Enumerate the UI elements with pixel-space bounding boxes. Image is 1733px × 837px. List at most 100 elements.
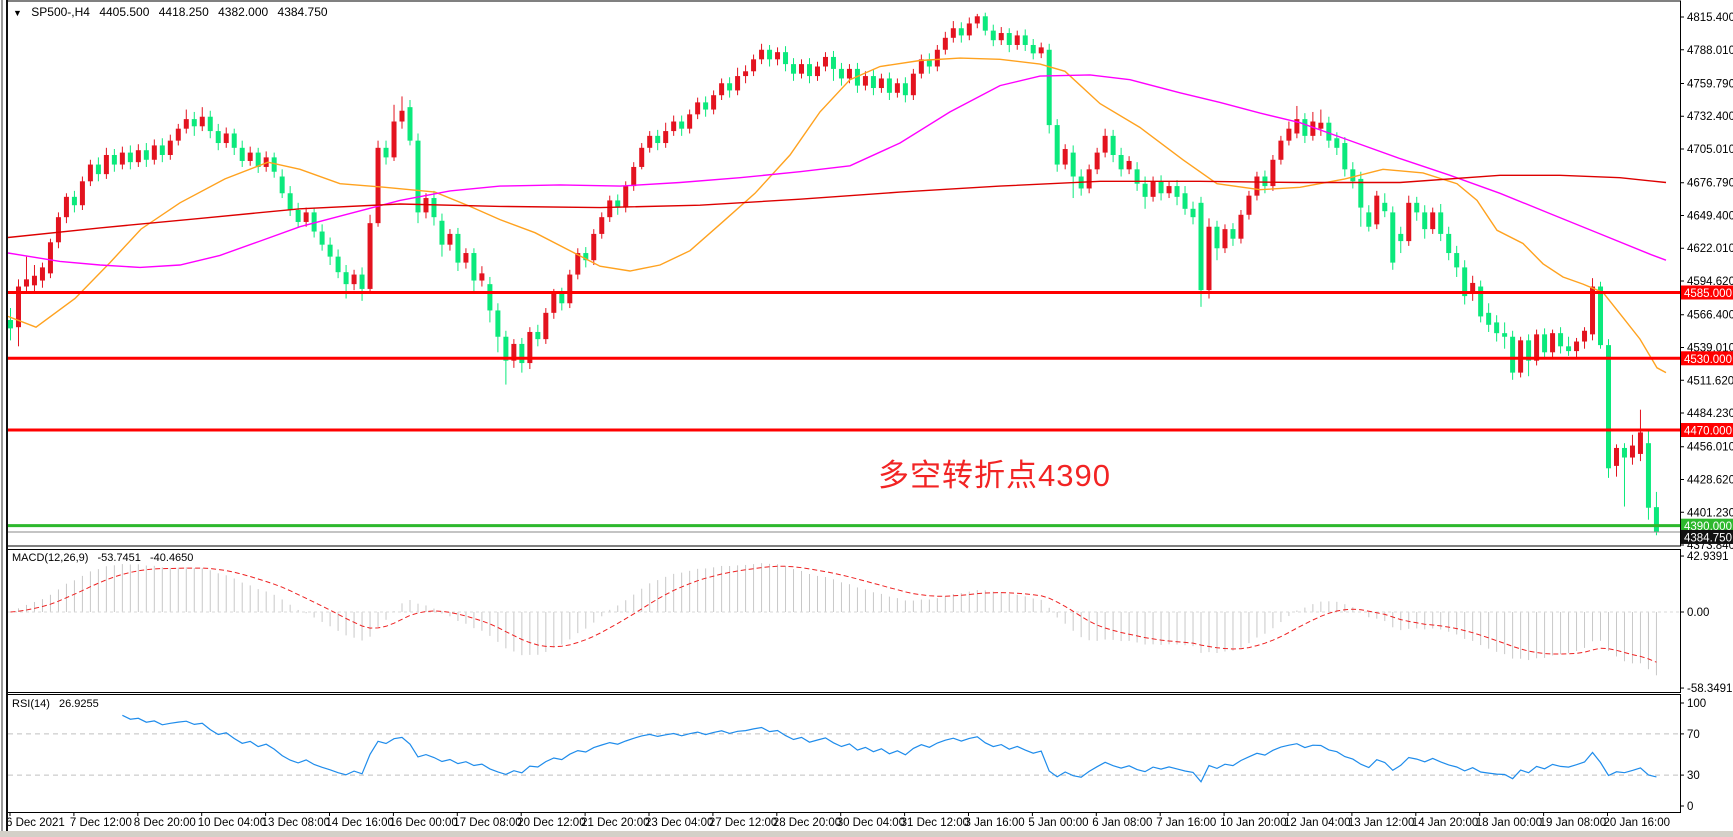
candle-body <box>335 256 341 273</box>
candle-body <box>87 164 93 182</box>
candle-body <box>375 147 381 224</box>
level-badge-4530-text: 4530.000 <box>1684 354 1732 366</box>
ma-fast-orange-line[interactable] <box>8 57 1667 374</box>
candle-body <box>1102 135 1108 153</box>
level-badge-4530 <box>1681 351 1733 366</box>
candle-body <box>647 135 653 148</box>
candle-body <box>1142 183 1148 197</box>
time-axis-label: 23 Dec 04:00 <box>645 817 713 829</box>
price-axis-label: 4566.400 <box>1687 310 1733 322</box>
macd-histogram <box>8 563 1680 676</box>
candle-body <box>1302 119 1308 136</box>
candle-body <box>1478 286 1484 317</box>
level-badge-4470 <box>1681 423 1733 438</box>
candle-body <box>367 223 373 289</box>
candle-body <box>1518 340 1524 373</box>
candle-body <box>759 49 765 60</box>
candle-body <box>535 331 541 340</box>
candle-body <box>703 102 709 110</box>
candle-body <box>791 64 797 74</box>
candle-body <box>1278 140 1284 160</box>
candle-body <box>351 274 357 285</box>
candle-body <box>1230 229 1236 239</box>
candle-body <box>95 164 101 175</box>
time-axis[interactable]: 6 Dec 2021 7 Dec 12:00 8 Dec 20:00 10 Dec 0… <box>6 812 1671 830</box>
macd-main-value: -53.7451 <box>97 552 141 564</box>
candle-body <box>399 110 405 122</box>
candle-body <box>1366 212 1372 227</box>
candle-body <box>79 181 85 206</box>
level-lines <box>8 291 1680 533</box>
candle-body <box>1422 212 1428 230</box>
level-badge-4585-text: 4585.000 <box>1684 288 1732 300</box>
price-axis-label: 4705.010 <box>1687 144 1733 156</box>
macd-signal-value: -40.4650 <box>149 552 194 564</box>
chart-header: ▼ SP500-,H4 4405.500 4418.250 4382.000 4… <box>13 5 334 19</box>
price-axis-label: 4788.010 <box>1687 45 1733 57</box>
candle-body <box>1526 340 1532 361</box>
candle-body <box>615 200 621 208</box>
candle-body <box>942 37 948 50</box>
pane-borders <box>7 0 1681 813</box>
candle-body <box>447 233 453 245</box>
candle-body <box>271 157 277 172</box>
candle-body <box>175 128 181 141</box>
price-axis-label: 4511.620 <box>1687 375 1733 387</box>
level-badge-4470-text: 4470.000 <box>1684 426 1732 438</box>
ma-slow-red-line[interactable] <box>8 174 1667 239</box>
candle-body <box>1094 152 1100 170</box>
candle-body <box>1070 152 1076 177</box>
candle-body <box>1653 507 1659 532</box>
candle-body <box>1414 202 1420 213</box>
candle-body <box>878 78 884 89</box>
candle-body <box>63 196 69 218</box>
candle-body <box>119 152 125 165</box>
candle-body <box>1582 330 1588 342</box>
current-price-badge <box>1681 529 1733 544</box>
ma-mid-magenta-line[interactable] <box>8 74 1667 269</box>
annotation-text[interactable]: 多空转折点4390 <box>878 458 1111 493</box>
candle-body <box>1334 138 1340 148</box>
macd-axis-label: -58.3491 <box>1687 683 1732 695</box>
candle-body <box>407 107 413 141</box>
candle-body <box>1629 445 1635 458</box>
candle-body <box>183 119 189 129</box>
price-axis-label: 4676.790 <box>1687 178 1733 190</box>
time-axis-label: 14 Dec 16:00 <box>326 817 394 829</box>
candle-body <box>199 116 205 127</box>
time-axis-label: 14 Jan 20:00 <box>1412 817 1479 829</box>
candle-body <box>255 152 261 167</box>
candle-body <box>607 200 613 218</box>
candle-body <box>415 140 421 213</box>
candle-body <box>838 68 844 79</box>
candle-body <box>31 275 37 286</box>
candle-body <box>1470 282 1476 294</box>
candle-body <box>495 310 501 337</box>
window-left-border <box>0 0 8 837</box>
candle-body <box>695 102 701 115</box>
price-axis[interactable]: 4815.400 4788.010 4759.790 4732.400 4705.010… <box>1680 12 1733 813</box>
candle-body <box>1358 178 1364 208</box>
level-badge-4585 <box>1681 285 1733 300</box>
collapse-indicator-icon[interactable]: ▼ <box>13 8 22 18</box>
candle-body <box>311 212 317 232</box>
time-axis-label: 27 Dec 12:00 <box>709 817 777 829</box>
candle-body <box>958 28 964 36</box>
candle-body <box>1621 447 1627 458</box>
rsi-axis-label: 30 <box>1687 770 1700 782</box>
candle-body <box>55 217 61 243</box>
candle-body <box>287 193 293 210</box>
candle-body <box>1054 125 1060 165</box>
rsi-name: RSI(14) <box>12 698 50 710</box>
candle-body <box>822 56 828 67</box>
candle-body <box>966 23 972 36</box>
candle-body <box>567 274 573 304</box>
candle-body <box>711 95 717 110</box>
candle-body <box>511 343 517 361</box>
candle-body <box>1598 286 1604 346</box>
time-axis-label: 20 Jan 16:00 <box>1604 817 1671 829</box>
candle-body <box>1494 322 1500 334</box>
candle-body <box>1645 443 1651 508</box>
candle-body <box>527 331 533 364</box>
